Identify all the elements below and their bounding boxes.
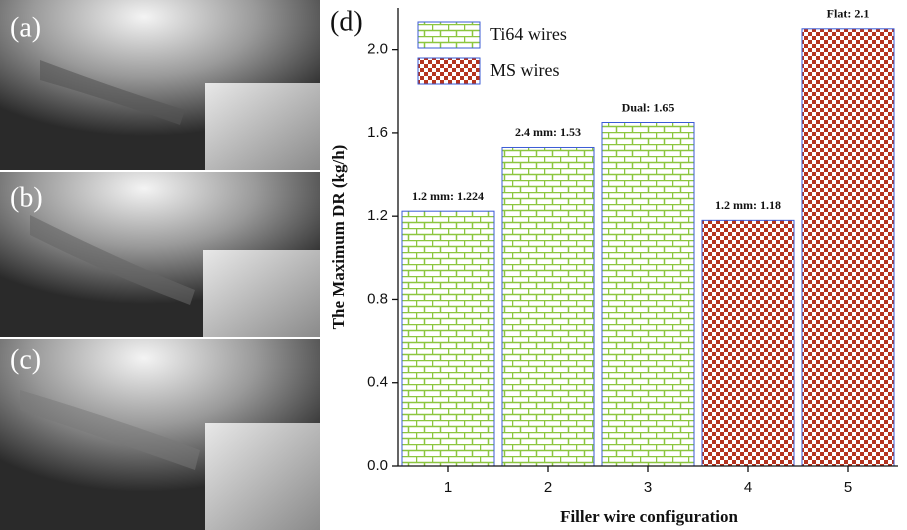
bar [801,28,895,467]
wire [40,60,185,125]
legend-swatch [417,57,481,85]
x-axis-label: Filler wire configuration [560,507,738,526]
photos: (a) (b) (c) [0,0,320,530]
y-axis-label: The Maximum DR (kg/h) [329,145,348,330]
wire [20,390,200,470]
inset [205,423,320,530]
value-label: 1.2 mm: 1.224 [412,189,484,203]
y-tick-label: 1.6 [367,124,388,141]
y-tick-label: 0.8 [367,290,388,307]
x-tick-label: 2 [544,479,552,496]
panel-label: (b) [10,182,43,213]
y-tick-label: 0.0 [367,457,388,474]
wire [30,215,195,305]
x-tick-label: 4 [744,479,752,496]
legend-label: Ti64 wires [490,24,567,44]
panel-label: (c) [10,344,41,375]
inset [205,83,320,170]
x-tick-label: 3 [644,479,652,496]
y-tick-label: 0.4 [367,374,388,391]
x-tick-label: 1 [444,479,452,496]
value-label: Dual: 1.65 [622,100,675,114]
bar [501,146,595,467]
legend-label: MS wires [490,60,560,80]
x-tick-label: 5 [844,479,852,496]
value-label: Flat: 2.1 [827,7,870,21]
panel-label: (d) [330,6,363,37]
y-tick-label: 1.2 [367,207,388,224]
y-tick-label: 2.0 [367,41,388,58]
panel-label: (a) [10,12,41,43]
value-label: 2.4 mm: 1.53 [515,125,581,139]
bar [701,219,795,467]
value-label: 1.2 mm: 1.18 [715,198,781,212]
bar [401,210,495,467]
bar [601,122,695,467]
legend-swatch [417,21,481,49]
inset [203,250,320,337]
